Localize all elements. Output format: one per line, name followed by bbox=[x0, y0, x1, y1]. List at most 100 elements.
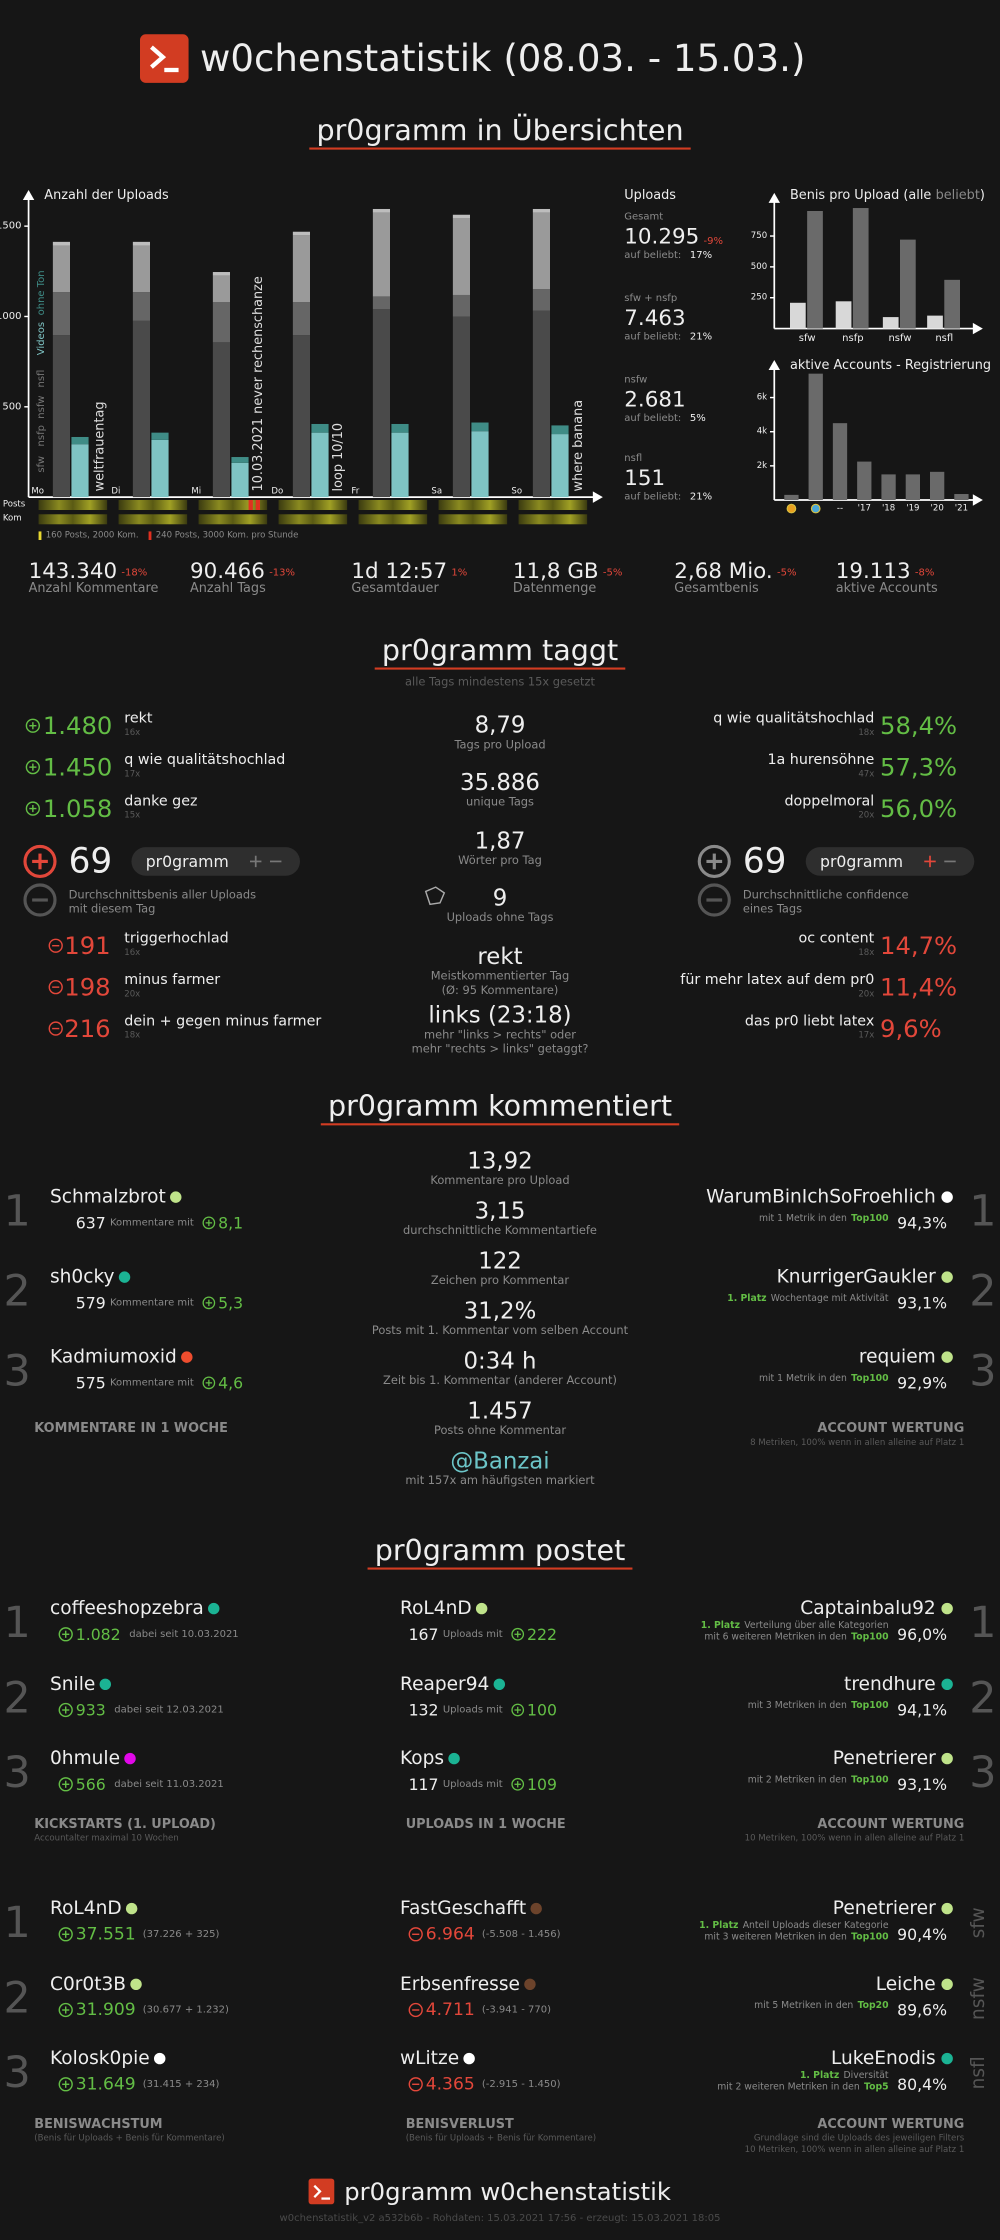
text-group: Leiche bbox=[876, 1974, 953, 1995]
tag-name: oc content bbox=[799, 931, 875, 947]
column-footer: UPLOADS IN 1 WOCHE bbox=[406, 1817, 566, 1832]
box-value: 69 bbox=[69, 841, 113, 881]
label: mit 6 weiteren Metriken in den bbox=[704, 1632, 847, 1643]
status-dot bbox=[530, 1902, 542, 1915]
activity-strip bbox=[358, 500, 428, 510]
chart-title: Benis pro Upload ( bbox=[790, 188, 908, 203]
activity-strip bbox=[38, 514, 108, 525]
x-tick-label: Di bbox=[111, 486, 120, 496]
status-dot bbox=[154, 2052, 166, 2065]
text-group: requiem bbox=[859, 1347, 953, 1368]
label: Kommentare mit bbox=[110, 1377, 194, 1388]
user-name: Snile bbox=[50, 1674, 95, 1695]
label: 1. Platz bbox=[800, 2070, 839, 2081]
text-group: 1. Platz Diversität bbox=[800, 2070, 889, 2081]
tag-box bbox=[697, 844, 731, 917]
x-tick-label: nsfw bbox=[888, 333, 911, 344]
status-dot bbox=[130, 1978, 142, 1990]
tag-count: 20x bbox=[858, 989, 874, 999]
tag-count: 18x bbox=[858, 948, 874, 958]
bar-segment bbox=[452, 218, 470, 295]
column-footer: ACCOUNT WERTUNG bbox=[817, 2117, 964, 2132]
y-tick-label: 4k bbox=[757, 427, 767, 437]
legend-label: nsfp bbox=[36, 425, 47, 446]
tag-count: 47x bbox=[858, 769, 874, 779]
tag-confidence: 11,4% bbox=[880, 973, 957, 1002]
user-name: WarumBinIchSoFroehlich bbox=[706, 1187, 936, 1208]
tag-count: 16x bbox=[124, 728, 140, 738]
legend-label: Videos bbox=[36, 322, 47, 355]
bar bbox=[927, 315, 943, 329]
plus-icon bbox=[511, 1703, 525, 1717]
bar-segment bbox=[471, 422, 489, 432]
tag-name: rekt bbox=[124, 711, 153, 727]
rank: 2 bbox=[4, 1974, 31, 2024]
column-note: Accountalter maximal 10 Wochen bbox=[34, 1834, 178, 1844]
x-tick-label: '20 bbox=[931, 504, 944, 514]
rank: 3 bbox=[969, 1748, 996, 1798]
bar bbox=[832, 423, 848, 500]
text-group: 566 dabei seit 11.03.2021 bbox=[58, 1775, 224, 1794]
rank: 1 bbox=[969, 1598, 996, 1648]
plus-icon bbox=[511, 1777, 525, 1791]
bar-segment bbox=[52, 292, 70, 336]
center-label: Wörter pro Tag bbox=[458, 853, 542, 867]
annotation: where banana bbox=[571, 400, 586, 492]
center-value: 9 bbox=[493, 886, 508, 912]
tag-name: danke gez bbox=[124, 793, 197, 809]
tag-count: 15x bbox=[124, 811, 140, 821]
user-name: Kops bbox=[400, 1748, 444, 1769]
center-value: 35.886 bbox=[460, 770, 540, 796]
tag-confidence: 14,7% bbox=[880, 931, 957, 960]
activity-strip bbox=[118, 500, 188, 510]
center-label: Zeit bis 1. Kommentar (anderer Account) bbox=[383, 1373, 617, 1387]
plus-icon bbox=[58, 1702, 73, 1718]
bar-segment bbox=[132, 241, 150, 246]
minus-icon bbox=[697, 883, 731, 917]
minus-icon bbox=[408, 2077, 423, 2092]
label: (31.415 + 234) bbox=[143, 2079, 220, 2090]
y-tick-label: 750 bbox=[751, 231, 767, 241]
bar-segment bbox=[151, 432, 169, 440]
label: 21% bbox=[690, 332, 712, 343]
status-dot bbox=[524, 1978, 536, 1990]
text-group: Penetrierer bbox=[833, 1748, 953, 1769]
status-dot bbox=[941, 2052, 953, 2065]
center-label: Kommentare pro Upload bbox=[430, 1173, 569, 1187]
label: 933 bbox=[76, 1701, 106, 1720]
legend-swatch bbox=[148, 531, 152, 540]
status-dot bbox=[941, 1191, 953, 1203]
label: 4.711 bbox=[426, 2000, 475, 2020]
x-tick-label: Sa bbox=[431, 486, 442, 496]
tag-name: q wie qualitätshochlad bbox=[124, 752, 285, 768]
user-name: Erbsenfresse bbox=[400, 1974, 520, 1995]
section-title: pr0gramm taggt bbox=[382, 633, 618, 667]
section-title: pr0gramm postet bbox=[375, 1533, 626, 1567]
chart-title: ) bbox=[980, 188, 985, 203]
label: 21% bbox=[690, 492, 712, 503]
footer-title: pr0gramm w0chenstatistik bbox=[344, 2177, 671, 2206]
box-caption: mit diesem Tag bbox=[69, 902, 156, 916]
tag-confidence: 57,3% bbox=[880, 753, 957, 782]
user-name: requiem bbox=[859, 1347, 936, 1368]
plus-icon bbox=[58, 2077, 73, 2092]
text-group: 1.058 bbox=[25, 794, 112, 823]
annotation: weltfrauentag bbox=[93, 401, 108, 491]
text-group: Penetrierer bbox=[833, 1898, 953, 1919]
x-tick-label: nsfl bbox=[935, 333, 953, 344]
status-dot bbox=[941, 1752, 953, 1765]
column-footer: ACCOUNT WERTUNG bbox=[817, 1817, 964, 1832]
x-tick-label: '18 bbox=[882, 504, 895, 514]
label: 1. Platz bbox=[727, 1293, 766, 1304]
status-dot bbox=[124, 1752, 136, 1765]
plus-icon bbox=[202, 1376, 216, 1390]
activity-strip bbox=[118, 514, 188, 525]
label: mit 5 Metriken in den bbox=[754, 2000, 853, 2011]
text-group: coffeeshopzebra bbox=[50, 1598, 220, 1619]
text-group: mit 5 Metriken in den Top20 bbox=[754, 2000, 888, 2011]
center-value: 1.457 bbox=[467, 1398, 532, 1424]
bar-segment bbox=[391, 423, 409, 433]
user-name: RoL4nD bbox=[50, 1898, 122, 1919]
status-dot bbox=[208, 1602, 220, 1615]
center-label: Zeichen pro Kommentar bbox=[431, 1273, 569, 1287]
